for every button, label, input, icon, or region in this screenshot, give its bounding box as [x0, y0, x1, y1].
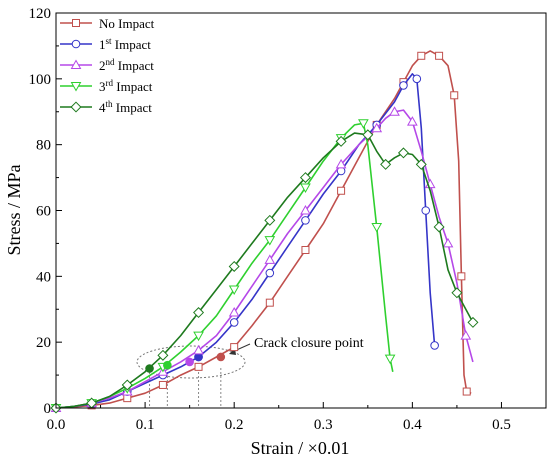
- data-point: [433, 221, 445, 233]
- data-point: [121, 379, 133, 391]
- data-point: [193, 307, 205, 319]
- data-point: [228, 260, 240, 272]
- x-tick-label: 0.5: [492, 417, 511, 433]
- data-point: [460, 330, 472, 340]
- y-tick-label: 80: [36, 138, 51, 154]
- x-tick-label: 0.3: [314, 417, 333, 433]
- data-point: [462, 387, 471, 396]
- series-3: [50, 106, 474, 412]
- data-point: [264, 236, 276, 246]
- y-tick-label: 0: [44, 401, 52, 417]
- data-point: [467, 316, 479, 328]
- y-tick-label: 20: [36, 335, 51, 351]
- data-point: [371, 222, 383, 233]
- series-line: [55, 109, 474, 409]
- data-point: [362, 129, 374, 141]
- legend-label: 4th Impact: [99, 99, 152, 115]
- legend-marker: [70, 59, 82, 69]
- data-point: [399, 81, 408, 90]
- data-point: [265, 268, 275, 278]
- legend-label: 1st Impact: [99, 36, 151, 52]
- legend-item: 1st Impact: [60, 36, 151, 52]
- data-point: [157, 349, 169, 361]
- data-point: [228, 307, 240, 317]
- data-point: [430, 341, 439, 350]
- crack-closure-point: [163, 360, 172, 370]
- axis-ticks: 0.0 0.1 0.2 0.3 0.4 0.5 0 20 40 60 80 100 120: [29, 6, 511, 433]
- data-point: [397, 147, 409, 159]
- data-point: [358, 119, 369, 129]
- data-point: [371, 122, 383, 133]
- legend-marker: [72, 19, 80, 27]
- data-point: [412, 74, 422, 84]
- data-point: [230, 343, 239, 352]
- data-point: [335, 158, 347, 169]
- data-point: [442, 237, 454, 248]
- series-line: [55, 50, 472, 409]
- data-point: [301, 246, 310, 254]
- data-point: [265, 298, 274, 307]
- data-point: [417, 51, 426, 60]
- data-point: [457, 272, 466, 281]
- data-point: [299, 172, 311, 184]
- legend-item: No Impact: [60, 16, 155, 31]
- x-tick-label: 0.4: [403, 417, 422, 433]
- data-point: [158, 380, 167, 389]
- crack-closure-group: Crack closure point: [136, 336, 364, 408]
- data-point: [264, 214, 276, 226]
- legend-item: 2nd Impact: [60, 57, 154, 73]
- y-tick-label: 40: [36, 269, 51, 285]
- data-point: [301, 216, 310, 225]
- series-5: [50, 129, 479, 414]
- data-point: [389, 106, 400, 116]
- x-tick-label: 0.0: [47, 417, 66, 433]
- y-tick-label: 120: [29, 6, 52, 22]
- closure-droplines: [149, 368, 222, 408]
- x-tick-label: 0.1: [136, 417, 155, 433]
- legend-marker: [71, 39, 81, 49]
- data-point: [300, 204, 311, 215]
- legend: No Impact 1st Impact 2nd Impact 3rd Impact 4…: [60, 16, 155, 115]
- x-axis-title: Strain / ×0.01: [251, 438, 350, 458]
- x-tick-label: 0.2: [225, 417, 244, 433]
- data-point: [421, 206, 431, 215]
- data-point: [229, 318, 239, 327]
- data-point: [451, 287, 463, 299]
- data-point: [384, 354, 396, 365]
- data-point: [337, 186, 346, 195]
- data-point: [228, 285, 240, 296]
- crack-closure-point: [216, 352, 226, 362]
- crack-closure-point: [185, 357, 194, 367]
- legend-marker: [70, 82, 82, 92]
- data-point: [407, 116, 418, 126]
- series-line: [55, 122, 394, 409]
- data-point: [194, 362, 203, 371]
- data-point: [435, 51, 444, 60]
- y-axis-title: Stress / MPa: [4, 164, 24, 255]
- data-point: [300, 183, 311, 193]
- crack-closure-point: [145, 364, 154, 373]
- crack-closure-label: Crack closure point: [254, 336, 364, 351]
- data-point: [450, 91, 459, 100]
- crack-closure-ellipse: [136, 345, 246, 379]
- series-line: [55, 132, 474, 409]
- y-tick-label: 60: [36, 204, 51, 220]
- data-point: [264, 254, 276, 264]
- data-point: [193, 344, 204, 355]
- legend-label: No Impact: [99, 16, 155, 31]
- legend-item: 3rd Impact: [60, 78, 153, 94]
- data-point: [193, 331, 204, 342]
- data-point: [380, 158, 392, 170]
- data-point: [335, 135, 347, 147]
- legend-label: 3rd Impact: [99, 78, 153, 94]
- legend-marker: [70, 101, 82, 113]
- y-tick-label: 100: [29, 72, 52, 88]
- legend-label: 2nd Impact: [99, 57, 154, 73]
- data-point: [415, 158, 427, 170]
- legend-item: 4th Impact: [60, 99, 152, 115]
